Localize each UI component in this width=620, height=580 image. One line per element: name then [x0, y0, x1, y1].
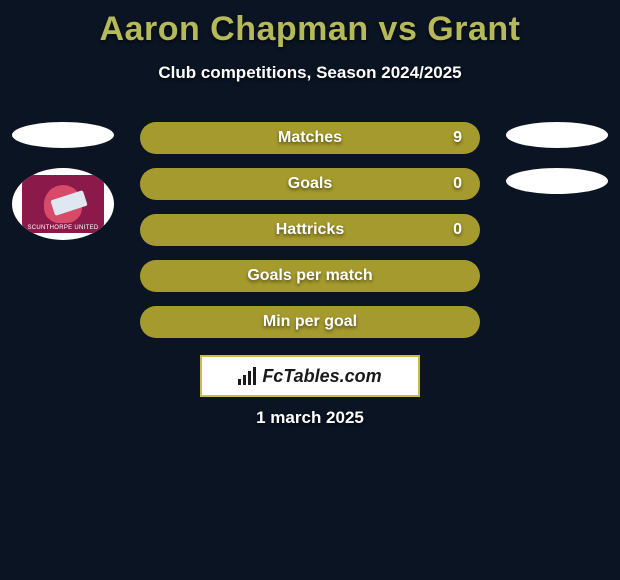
stat-value: 0	[453, 221, 462, 239]
page-title: Aaron Chapman vs Grant	[0, 0, 620, 49]
stat-row-matches: Matches 9	[140, 122, 480, 154]
stat-label: Goals	[288, 175, 332, 193]
badge-text: SCUNTHORPE UNITED	[27, 225, 98, 231]
club-badge-right	[506, 168, 608, 194]
stat-row-goals-per-match: Goals per match	[140, 260, 480, 292]
stat-label: Matches	[278, 129, 342, 147]
badge-fist-icon	[44, 185, 82, 223]
brand-badge[interactable]: FcTables.com	[200, 355, 420, 397]
stats-list: Matches 9 Goals 0 Hattricks 0 Goals per …	[140, 122, 480, 338]
brand-text: FcTables.com	[262, 366, 381, 387]
badge-scroll-icon	[50, 190, 87, 216]
stat-row-goals: Goals 0	[140, 168, 480, 200]
stat-label: Min per goal	[263, 313, 357, 331]
club-badge-left: SCUNTHORPE UNITED	[12, 168, 114, 240]
stat-row-hattricks: Hattricks 0	[140, 214, 480, 246]
bar-chart-icon	[238, 367, 256, 385]
right-player-column	[502, 122, 612, 194]
club-badge-inner: SCUNTHORPE UNITED	[22, 175, 104, 233]
page-subtitle: Club competitions, Season 2024/2025	[0, 63, 620, 83]
footer-date: 1 march 2025	[0, 408, 620, 428]
stat-value: 0	[453, 175, 462, 193]
stat-label: Hattricks	[276, 221, 344, 239]
stat-row-min-per-goal: Min per goal	[140, 306, 480, 338]
left-player-column: SCUNTHORPE UNITED	[8, 122, 118, 240]
stat-value: 9	[453, 129, 462, 147]
player-avatar-right	[506, 122, 608, 148]
stat-label: Goals per match	[247, 267, 372, 285]
player-avatar-left	[12, 122, 114, 148]
